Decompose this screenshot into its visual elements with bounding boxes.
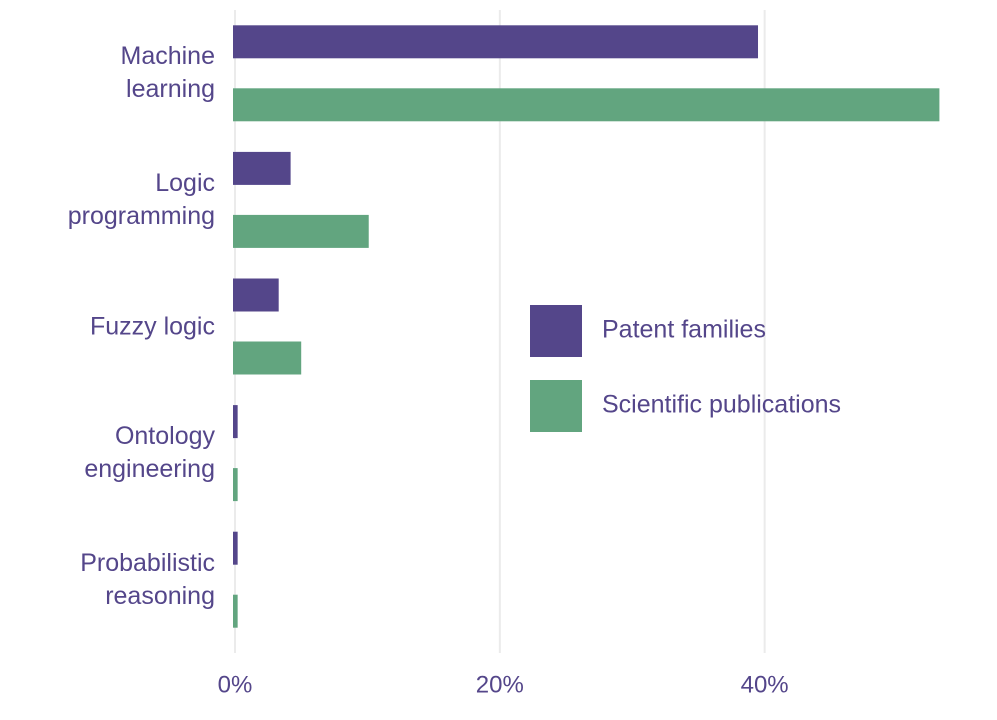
legend-swatch [530,380,582,432]
y-tick-label: Logic programming [67,168,215,230]
x-tick-label: 20% [476,671,524,698]
bar [233,594,238,628]
bar [233,88,940,122]
bar [233,468,238,502]
bar [233,531,238,565]
bar [233,341,302,375]
bar [233,214,369,248]
legend-swatch [530,305,582,357]
bar [233,405,238,439]
x-tick-label: 0% [218,671,253,698]
bar [233,25,759,59]
legend-label: Patent families [602,316,766,344]
x-tick-label: 40% [741,671,789,698]
y-tick-label: Fuzzy logic [89,312,215,340]
bar [233,278,279,312]
bar [233,151,291,185]
y-tick-label: Ontology engineering [84,422,215,484]
legend-label: Scientific publications [602,391,841,419]
y-tick-label: Probabilistic reasoning [80,548,215,610]
y-tick-label: Machine learning [120,42,216,104]
